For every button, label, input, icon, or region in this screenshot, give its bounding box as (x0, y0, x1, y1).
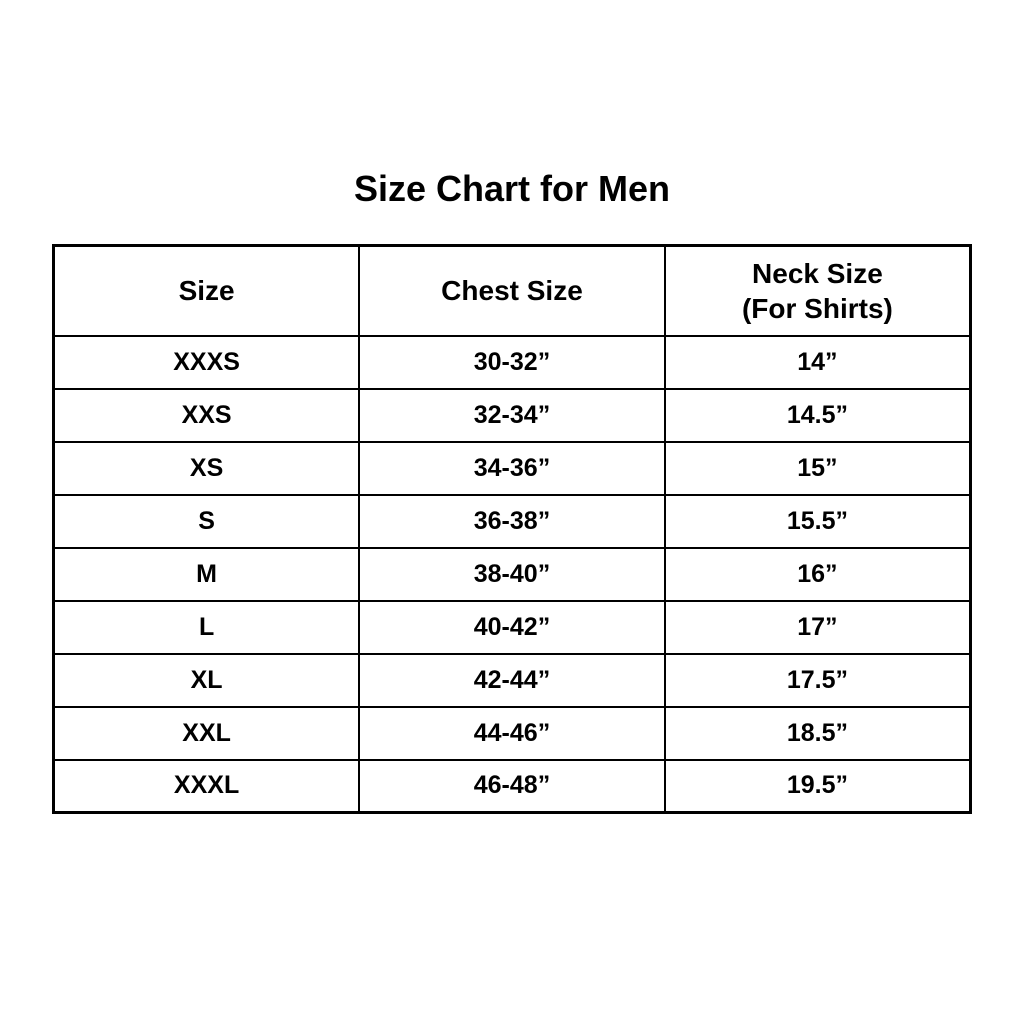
header-chest-size: Chest Size (358, 244, 666, 337)
table-row: M 38-40” 16” (52, 546, 972, 602)
neck-cell: 15.5” (663, 493, 972, 549)
header-neck-size-sublabel: (For Shirts) (741, 292, 893, 324)
table-header: Size Chest Size Neck Size (For Shirts) (52, 244, 972, 337)
table-row: XXL 44-46” 18.5” (52, 705, 972, 761)
table-row: XXS 32-34” 14.5” (52, 387, 972, 443)
size-cell: XXS (52, 387, 361, 443)
size-cell: XXL (52, 705, 361, 761)
chest-cell: 44-46” (358, 705, 666, 761)
neck-cell: 17.5” (663, 652, 972, 708)
neck-cell: 19.5” (663, 758, 972, 814)
header-neck-size: Neck Size (For Shirts) (663, 244, 972, 337)
table-row: S 36-38” 15.5” (52, 493, 972, 549)
header-neck-size-label: Neck Size (752, 257, 883, 289)
size-cell: XXXS (52, 334, 361, 390)
header-chest-size-label: Chest Size (441, 275, 583, 307)
size-cell: XXXL (52, 758, 361, 814)
size-cell: S (52, 493, 361, 549)
header-row: Size Chest Size Neck Size (For Shirts) (52, 244, 972, 337)
size-cell: M (52, 546, 361, 602)
neck-cell: 16” (663, 546, 972, 602)
chest-cell: 30-32” (358, 334, 666, 390)
neck-cell: 17” (663, 599, 972, 655)
table-row: XS 34-36” 15” (52, 440, 972, 496)
size-cell: XS (52, 440, 361, 496)
size-cell: XL (52, 652, 361, 708)
neck-cell: 15” (663, 440, 972, 496)
neck-cell: 14” (663, 334, 972, 390)
chest-cell: 36-38” (358, 493, 666, 549)
table-body: XXXS 30-32” 14” XXS 32-34” 14.5” XS 34-3… (52, 334, 972, 814)
chest-cell: 40-42” (358, 599, 666, 655)
chest-cell: 42-44” (358, 652, 666, 708)
table-row: L 40-42” 17” (52, 599, 972, 655)
header-size: Size (52, 244, 361, 337)
table-row: XXXS 30-32” 14” (52, 334, 972, 390)
table-row: XXXL 46-48” 19.5” (52, 758, 972, 814)
chest-cell: 34-36” (358, 440, 666, 496)
size-cell: L (52, 599, 361, 655)
chest-cell: 38-40” (358, 546, 666, 602)
chest-cell: 46-48” (358, 758, 666, 814)
chest-cell: 32-34” (358, 387, 666, 443)
header-size-label: Size (178, 275, 235, 307)
page-title: Size Chart for Men (353, 168, 671, 209)
table-row: XL 42-44” 17.5” (52, 652, 972, 708)
size-chart-table: Size Chest Size Neck Size (For Shirts) X… (52, 244, 972, 814)
neck-cell: 14.5” (663, 387, 972, 443)
neck-cell: 18.5” (663, 705, 972, 761)
